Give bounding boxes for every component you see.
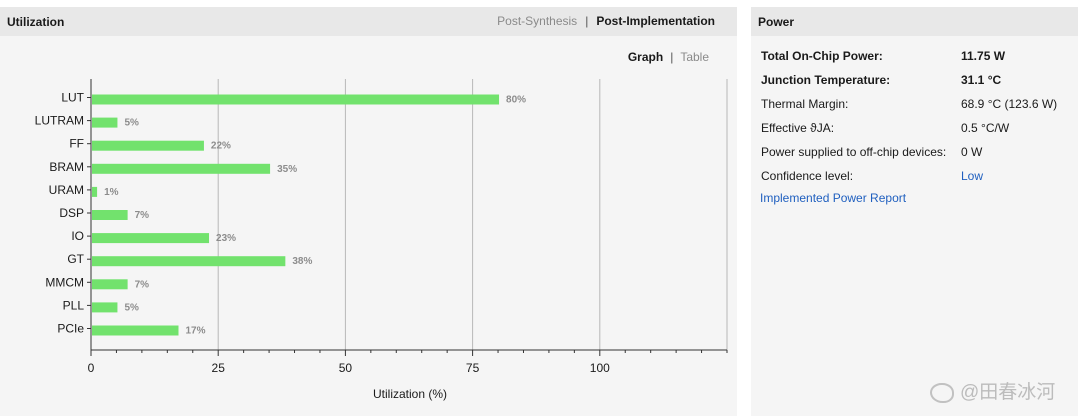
power-row-value: 0 W xyxy=(961,145,983,159)
power-row-label: Confidence level: xyxy=(761,169,854,183)
data-label: 17% xyxy=(185,326,205,337)
bar xyxy=(92,256,286,267)
utilization-title: Utilization xyxy=(7,15,65,29)
power-row-value: 68.9 °C (123.6 W) xyxy=(961,97,1058,111)
data-label: 23% xyxy=(216,233,236,244)
utilization-header: Utilization Post-Synthesis | Post-Implemen… xyxy=(0,7,737,36)
power-row-label: Total On-Chip Power: xyxy=(761,49,883,63)
tab-post-implementation[interactable]: Post-Implementation xyxy=(596,14,715,28)
category-label: LUT xyxy=(61,91,84,105)
x-axis-title: Utilization (%) xyxy=(373,387,447,401)
data-label: 1% xyxy=(104,187,119,198)
power-header: Power xyxy=(751,7,1078,36)
category-label: LUTRAM xyxy=(35,114,84,128)
power-row-label: Power supplied to off-chip devices: xyxy=(761,145,947,159)
data-label: 80% xyxy=(506,95,526,106)
x-tick-label: 100 xyxy=(590,361,610,375)
weibo-logo-icon xyxy=(930,382,954,403)
category-label: FF xyxy=(69,137,84,151)
category-label: URAM xyxy=(49,183,84,197)
category-label: IO xyxy=(71,229,84,243)
utilization-bar-chart: 0 25 50 75 100 LUT 80% LUTRAM 5% FF 22% BRAM 35% URAM… xyxy=(35,79,728,401)
x-tick-label: 25 xyxy=(212,361,226,375)
data-label: 22% xyxy=(211,141,231,152)
utilization-panel: Utilization Post-Synthesis | Post-Implemen… xyxy=(0,7,737,416)
confidence-level-link[interactable]: Low xyxy=(961,169,984,183)
bar xyxy=(92,302,118,313)
graph-view-button[interactable]: Graph xyxy=(627,50,664,64)
power-row-thermal-margin: Thermal Margin: 68.9 °C (123.6 W) xyxy=(761,97,1074,115)
power-row-total-on-chip: Total On-Chip Power: 11.75 W xyxy=(761,49,1074,67)
category-label: PCIe xyxy=(57,322,84,336)
bar xyxy=(92,163,271,174)
bar xyxy=(92,279,128,290)
watermark: @田春冰河 xyxy=(930,377,1055,404)
bar xyxy=(92,186,98,197)
bar xyxy=(92,94,500,105)
bar xyxy=(92,117,118,128)
view-separator: | xyxy=(670,50,674,64)
watermark-text: @田春冰河 xyxy=(960,382,1056,403)
bar xyxy=(92,233,210,244)
power-row-value: 31.1 °C xyxy=(961,73,1002,87)
bar xyxy=(92,140,204,151)
power-row-label: Junction Temperature: xyxy=(761,73,891,87)
category-label: BRAM xyxy=(49,160,84,174)
data-label: 35% xyxy=(277,164,297,175)
power-row-effective-theta-ja: Effective ϑJA: 0.5 °C/W xyxy=(761,121,1074,139)
power-row-label: Thermal Margin: xyxy=(761,97,849,111)
power-row-off-chip-power: Power supplied to off-chip devices: 0 W xyxy=(761,145,1074,163)
x-tick-label: 75 xyxy=(466,361,480,375)
view-toggle: Graph | Table xyxy=(628,50,709,64)
table-view-button[interactable]: Table xyxy=(680,50,709,64)
category-label: DSP xyxy=(59,206,84,220)
category-label: PLL xyxy=(63,298,85,312)
data-label: 7% xyxy=(135,279,150,290)
power-row-value: 0.5 °C/W xyxy=(961,121,1010,135)
power-title: Power xyxy=(758,15,795,29)
data-label: 7% xyxy=(135,210,150,221)
x-tick-label: 50 xyxy=(339,361,353,375)
power-row-confidence-level: Confidence level: Low xyxy=(761,169,1074,187)
implemented-power-report-link[interactable]: Implemented Power Report xyxy=(760,191,907,205)
category-label: MMCM xyxy=(45,275,84,289)
category-label: GT xyxy=(67,252,84,266)
bar xyxy=(92,325,179,336)
bar xyxy=(92,210,128,220)
data-label: 5% xyxy=(124,302,139,313)
data-label: 5% xyxy=(124,118,139,129)
tab-post-synthesis[interactable]: Post-Synthesis xyxy=(497,14,578,28)
power-panel: Power Total On-Chip Power: 11.75 W Junct… xyxy=(751,7,1078,416)
power-row-label: Effective ϑJA: xyxy=(761,121,835,135)
power-row-value: 11.75 W xyxy=(961,49,1006,63)
tab-separator: | xyxy=(585,14,589,28)
utilization-tabs: Post-Synthesis | Post-Implementation xyxy=(497,14,715,28)
data-label: 38% xyxy=(292,256,312,267)
power-row-junction-temperature: Junction Temperature: 31.1 °C xyxy=(761,73,1074,91)
x-tick-label: 0 xyxy=(88,361,95,375)
